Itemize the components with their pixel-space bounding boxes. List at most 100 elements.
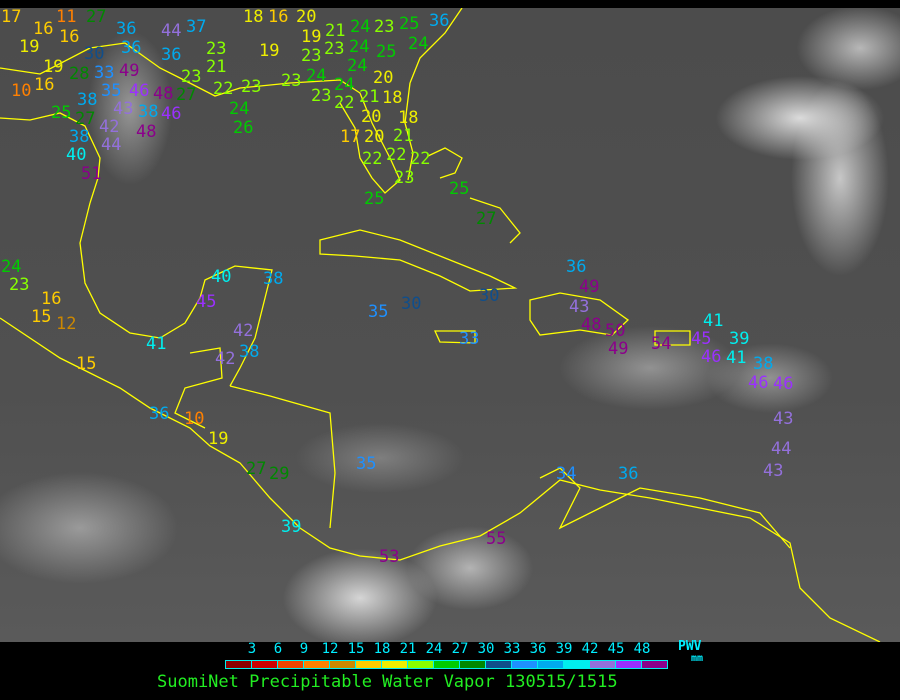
station-pwv-value: 43 (113, 99, 134, 119)
station-pwv-value: 24 (349, 37, 370, 57)
station-pwv-value: 15 (31, 307, 52, 327)
station-pwv-value: 24 (334, 75, 355, 95)
station-pwv-value: 25 (449, 179, 470, 199)
us-borders (0, 112, 101, 204)
map-caption: SuomiNet Precipitable Water Vapor 130515… (157, 672, 618, 692)
central-america-caribbean-coast (229, 385, 336, 529)
station-pwv-value: 46 (701, 347, 722, 367)
legend-swatch (252, 661, 278, 668)
mexico-gulf-coast (79, 202, 273, 387)
station-pwv-value: 17 (1, 8, 22, 27)
station-pwv-value: 30 (479, 286, 500, 306)
legend-swatch (538, 661, 564, 668)
station-pwv-value: 23 (281, 71, 302, 91)
station-pwv-value: 25 (51, 103, 72, 123)
station-pwv-value: 22 (334, 93, 355, 113)
station-pwv-value: 36 (161, 45, 182, 65)
station-pwv-value: 35 (356, 454, 377, 474)
station-pwv-value: 49 (579, 277, 600, 297)
station-pwv-value: 41 (146, 334, 167, 354)
station-pwv-value: 48 (136, 122, 157, 142)
station-pwv-value: 30 (401, 294, 422, 314)
station-pwv-value: 23 (311, 86, 332, 106)
legend-swatch (486, 661, 512, 668)
station-pwv-value: 38 (138, 102, 159, 122)
station-pwv-value: 55 (486, 529, 507, 549)
station-pwv-value: 24 (1, 257, 22, 277)
station-pwv-value: 23 (394, 168, 415, 188)
guatemala-border (174, 347, 223, 429)
legend-swatch (642, 661, 667, 668)
station-pwv-value: 10 (11, 81, 32, 101)
legend-swatch (512, 661, 538, 668)
station-pwv-value: 18 (382, 88, 403, 108)
station-pwv-value: 17 (340, 127, 361, 147)
jamaica (433, 330, 476, 344)
station-pwv-value: 44 (161, 21, 182, 41)
mexico-pacific-coast (0, 317, 881, 642)
station-pwv-value: 20 (373, 68, 394, 88)
station-pwv-value: 27 (86, 8, 107, 27)
station-pwv-value: 22 (213, 79, 234, 99)
station-pwv-value: 46 (748, 373, 769, 393)
station-pwv-value: 16 (34, 75, 55, 95)
legend-tick: 15 (347, 641, 365, 657)
station-pwv-value: 35 (101, 81, 122, 101)
station-pwv-value: 18 (243, 8, 264, 27)
station-pwv-value: 24 (347, 56, 368, 76)
legend-tick: 18 (373, 641, 391, 657)
station-pwv-value: 40 (66, 145, 87, 165)
station-pwv-value: 23 (324, 39, 345, 59)
station-pwv-value: 25 (364, 189, 385, 209)
legend-swatch (590, 661, 616, 668)
station-pwv-value: 40 (211, 267, 232, 287)
station-pwv-value: 41 (726, 348, 747, 368)
station-pwv-value: 27 (176, 85, 197, 105)
station-pwv-value: 36 (116, 19, 137, 39)
station-pwv-value: 19 (19, 37, 40, 57)
legend-tick: 45 (607, 641, 625, 657)
station-pwv-value: 48 (581, 315, 602, 335)
station-pwv-value: 10 (184, 409, 205, 429)
station-pwv-value: 21 (325, 21, 346, 41)
legend-swatch (330, 661, 356, 668)
legend-swatch (408, 661, 434, 668)
station-pwv-value: 36 (566, 257, 587, 277)
station-pwv-value: 44 (771, 439, 792, 459)
station-pwv-value: 18 (398, 108, 419, 128)
legend-unit-mm: mm (691, 653, 704, 664)
legend-unit-label: PWV (678, 639, 702, 654)
florida-east-coast (404, 82, 414, 181)
color-legend-bar (225, 660, 668, 669)
legend-swatch (616, 661, 642, 668)
station-pwv-value: 39 (281, 517, 302, 537)
station-pwv-value: 24 (350, 17, 371, 37)
station-pwv-value: 16 (59, 27, 80, 47)
station-pwv-value: 20 (364, 127, 385, 147)
legend-tick: 9 (299, 641, 309, 657)
station-pwv-value: 36 (149, 404, 170, 424)
legend-tick: 27 (451, 641, 469, 657)
legend-tick: 36 (529, 641, 547, 657)
station-pwv-value: 27 (476, 209, 497, 229)
station-pwv-value: 23 (206, 39, 227, 59)
legend-tick-labels: 3 6 9 12 15 18 21 24 27 30 33 36 39 42 45 48 (0, 642, 900, 656)
station-pwv-value: 42 (99, 117, 120, 137)
legend-tick: 6 (273, 641, 283, 657)
cuba (319, 229, 518, 292)
legend-swatch (226, 661, 252, 668)
station-pwv-value: 38 (263, 269, 284, 289)
station-pwv-value: 16 (41, 289, 62, 309)
legend-tick: 42 (581, 641, 599, 657)
station-pwv-value: 39 (729, 329, 750, 349)
legend-swatch (356, 661, 382, 668)
station-pwv-value: 38 (77, 90, 98, 110)
satellite-map: 17 11 27 36 36 44 37 16 19 16 30 19 28 33 49 10 16 35 46 48… (0, 8, 900, 642)
station-pwv-value: 38 (753, 354, 774, 374)
legend-tick: 12 (321, 641, 339, 657)
station-pwv-value: 46 (161, 104, 182, 124)
station-pwv-value: 19 (259, 41, 280, 61)
legend-tick: 30 (477, 641, 495, 657)
station-pwv-value: 37 (186, 17, 207, 37)
station-pwv-value: 43 (773, 409, 794, 429)
